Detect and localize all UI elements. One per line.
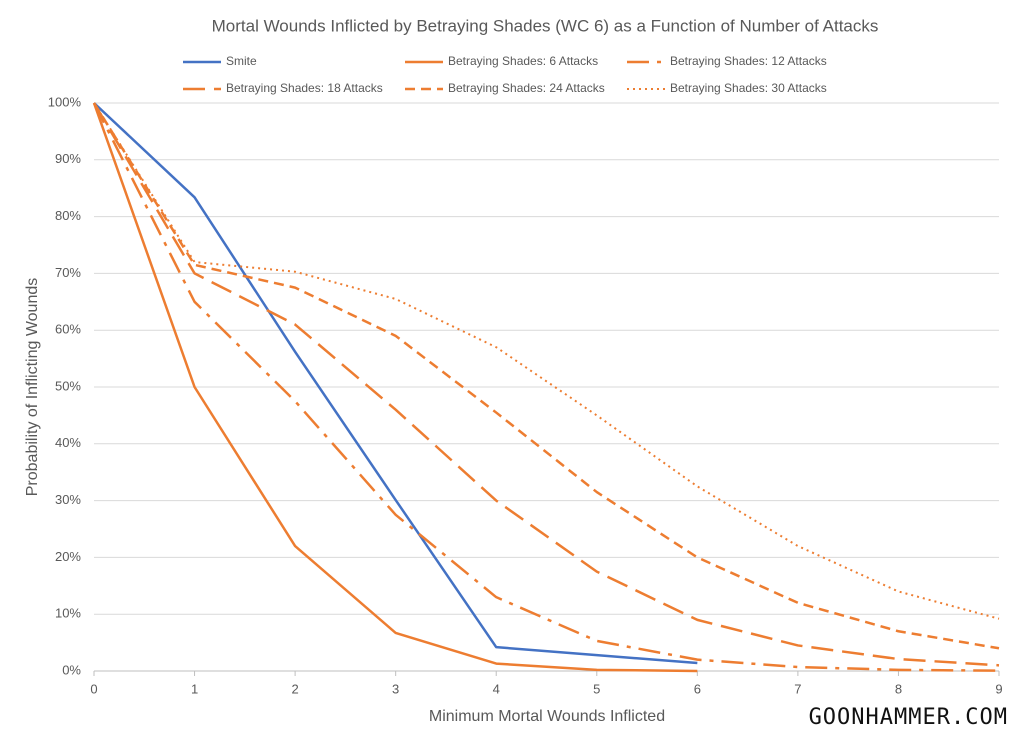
x-tick-label: 2 xyxy=(291,681,298,696)
legend-label: Betraying Shades: 24 Attacks xyxy=(448,81,605,95)
y-tick-label: 30% xyxy=(55,492,81,507)
y-tick-label: 100% xyxy=(48,94,82,109)
series-line xyxy=(92,102,1000,672)
series-line xyxy=(93,102,1000,620)
x-tick-label: 1 xyxy=(191,681,198,696)
x-tick-label: 5 xyxy=(593,681,600,696)
y-tick-label: 10% xyxy=(55,606,81,621)
x-tick-label: 0 xyxy=(90,681,97,696)
y-tick-label: 20% xyxy=(55,549,81,564)
chart-title: Mortal Wounds Inflicted by Betraying Sha… xyxy=(212,16,879,35)
series-line xyxy=(92,102,1000,650)
y-axis-label: Probability of Inflicting Wounds xyxy=(24,278,41,496)
x-tick-label: 7 xyxy=(794,681,801,696)
y-tick-label: 50% xyxy=(55,378,81,393)
y-tick-label: 60% xyxy=(55,322,81,337)
series-line xyxy=(92,102,698,673)
y-tick-label: 0% xyxy=(62,662,81,677)
y-tick-label: 80% xyxy=(55,208,81,223)
legend-label: Betraying Shades: 30 Attacks xyxy=(670,81,827,95)
x-tick-label: 4 xyxy=(493,681,500,696)
legend-label: Smite xyxy=(226,54,257,68)
y-tick-label: 70% xyxy=(55,265,81,280)
legend-label: Betraying Shades: 18 Attacks xyxy=(226,81,383,95)
series-line xyxy=(92,102,1000,667)
legend-label: Betraying Shades: 12 Attacks xyxy=(670,54,827,68)
legend-label: Betraying Shades: 6 Attacks xyxy=(448,54,598,68)
x-tick-label: 3 xyxy=(392,681,399,696)
x-tick-label: 8 xyxy=(895,681,902,696)
y-tick-label: 40% xyxy=(55,435,81,450)
x-axis-label: Minimum Mortal Wounds Inflicted xyxy=(429,708,665,725)
series-line xyxy=(93,102,698,665)
x-tick-label: 9 xyxy=(995,681,1002,696)
y-tick-label: 90% xyxy=(55,151,81,166)
x-tick-label: 6 xyxy=(694,681,701,696)
watermark: GOONHAMMER.COM xyxy=(809,705,1008,730)
